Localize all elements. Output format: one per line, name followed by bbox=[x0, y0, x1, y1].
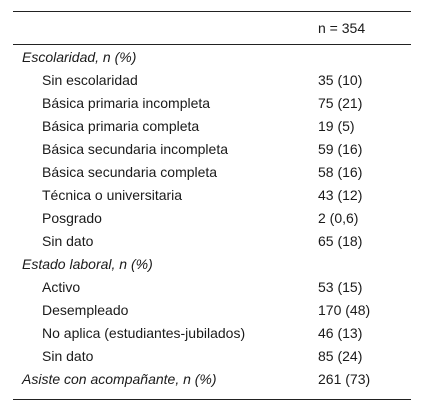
row-value: 35 (10) bbox=[318, 72, 363, 88]
section-row: Asiste con acompañante, n (%) 261 (73) bbox=[0, 368, 423, 391]
row-value: 59 (16) bbox=[318, 141, 363, 157]
row-label: Desempleado bbox=[42, 302, 129, 318]
table-row: Técnica o universitaria 43 (12) bbox=[0, 184, 423, 207]
table-row: Básica primaria completa 19 (5) bbox=[0, 115, 423, 138]
row-label: Sin dato bbox=[42, 348, 94, 364]
row-value: 85 (24) bbox=[318, 348, 363, 364]
table-row: Desempleado 170 (48) bbox=[0, 299, 423, 322]
table-row: No aplica (estudiantes-jubilados) 46 (13) bbox=[0, 322, 423, 345]
table-header-row: n = 354 bbox=[0, 16, 423, 40]
row-label: Técnica o universitaria bbox=[42, 187, 183, 203]
row-value: 170 (48) bbox=[318, 302, 371, 318]
row-label: Básica secundaria completa bbox=[42, 164, 218, 180]
row-value: 43 (12) bbox=[318, 187, 363, 203]
section-label: Estado laboral, n (%) bbox=[22, 256, 153, 272]
row-value: 75 (21) bbox=[318, 95, 363, 111]
row-label: No aplica (estudiantes-jubilados) bbox=[42, 325, 246, 341]
row-label: Sin escolaridad bbox=[42, 72, 138, 88]
row-label: Básica primaria incompleta bbox=[42, 95, 211, 111]
row-value: 19 (5) bbox=[318, 118, 355, 134]
table-bottom-rule bbox=[13, 399, 411, 400]
row-label: Sin dato bbox=[42, 233, 94, 249]
section-label: Asiste con acompañante, n (%) bbox=[22, 371, 217, 387]
row-value: 2 (0,6) bbox=[318, 210, 359, 226]
table-row: Sin escolaridad 35 (10) bbox=[0, 69, 423, 92]
row-label: Básica secundaria incompleta bbox=[42, 141, 228, 157]
row-value: 58 (16) bbox=[318, 164, 363, 180]
column-header-n: n = 354 bbox=[318, 20, 366, 36]
table-row: Básica secundaria incompleta 59 (16) bbox=[0, 138, 423, 161]
table-top-rule bbox=[13, 11, 411, 12]
table-row: Activo 53 (15) bbox=[0, 276, 423, 299]
section-row: Escolaridad, n (%) bbox=[0, 46, 423, 69]
section-label: Escolaridad, n (%) bbox=[22, 49, 137, 65]
table-row: Sin dato 85 (24) bbox=[0, 345, 423, 368]
row-value: 261 (73) bbox=[318, 371, 371, 387]
row-label: Básica primaria completa bbox=[42, 118, 200, 134]
row-value: 65 (18) bbox=[318, 233, 363, 249]
row-value: 53 (15) bbox=[318, 279, 363, 295]
row-label: Activo bbox=[42, 279, 81, 295]
table-row: Posgrado 2 (0,6) bbox=[0, 207, 423, 230]
table-row: Sin dato 65 (18) bbox=[0, 230, 423, 253]
table-header-rule bbox=[13, 44, 411, 45]
row-value: 46 (13) bbox=[318, 325, 363, 341]
table-row: Básica primaria incompleta 75 (21) bbox=[0, 92, 423, 115]
table-row: Básica secundaria completa 58 (16) bbox=[0, 161, 423, 184]
section-row: Estado laboral, n (%) bbox=[0, 253, 423, 276]
row-label: Posgrado bbox=[42, 210, 102, 226]
